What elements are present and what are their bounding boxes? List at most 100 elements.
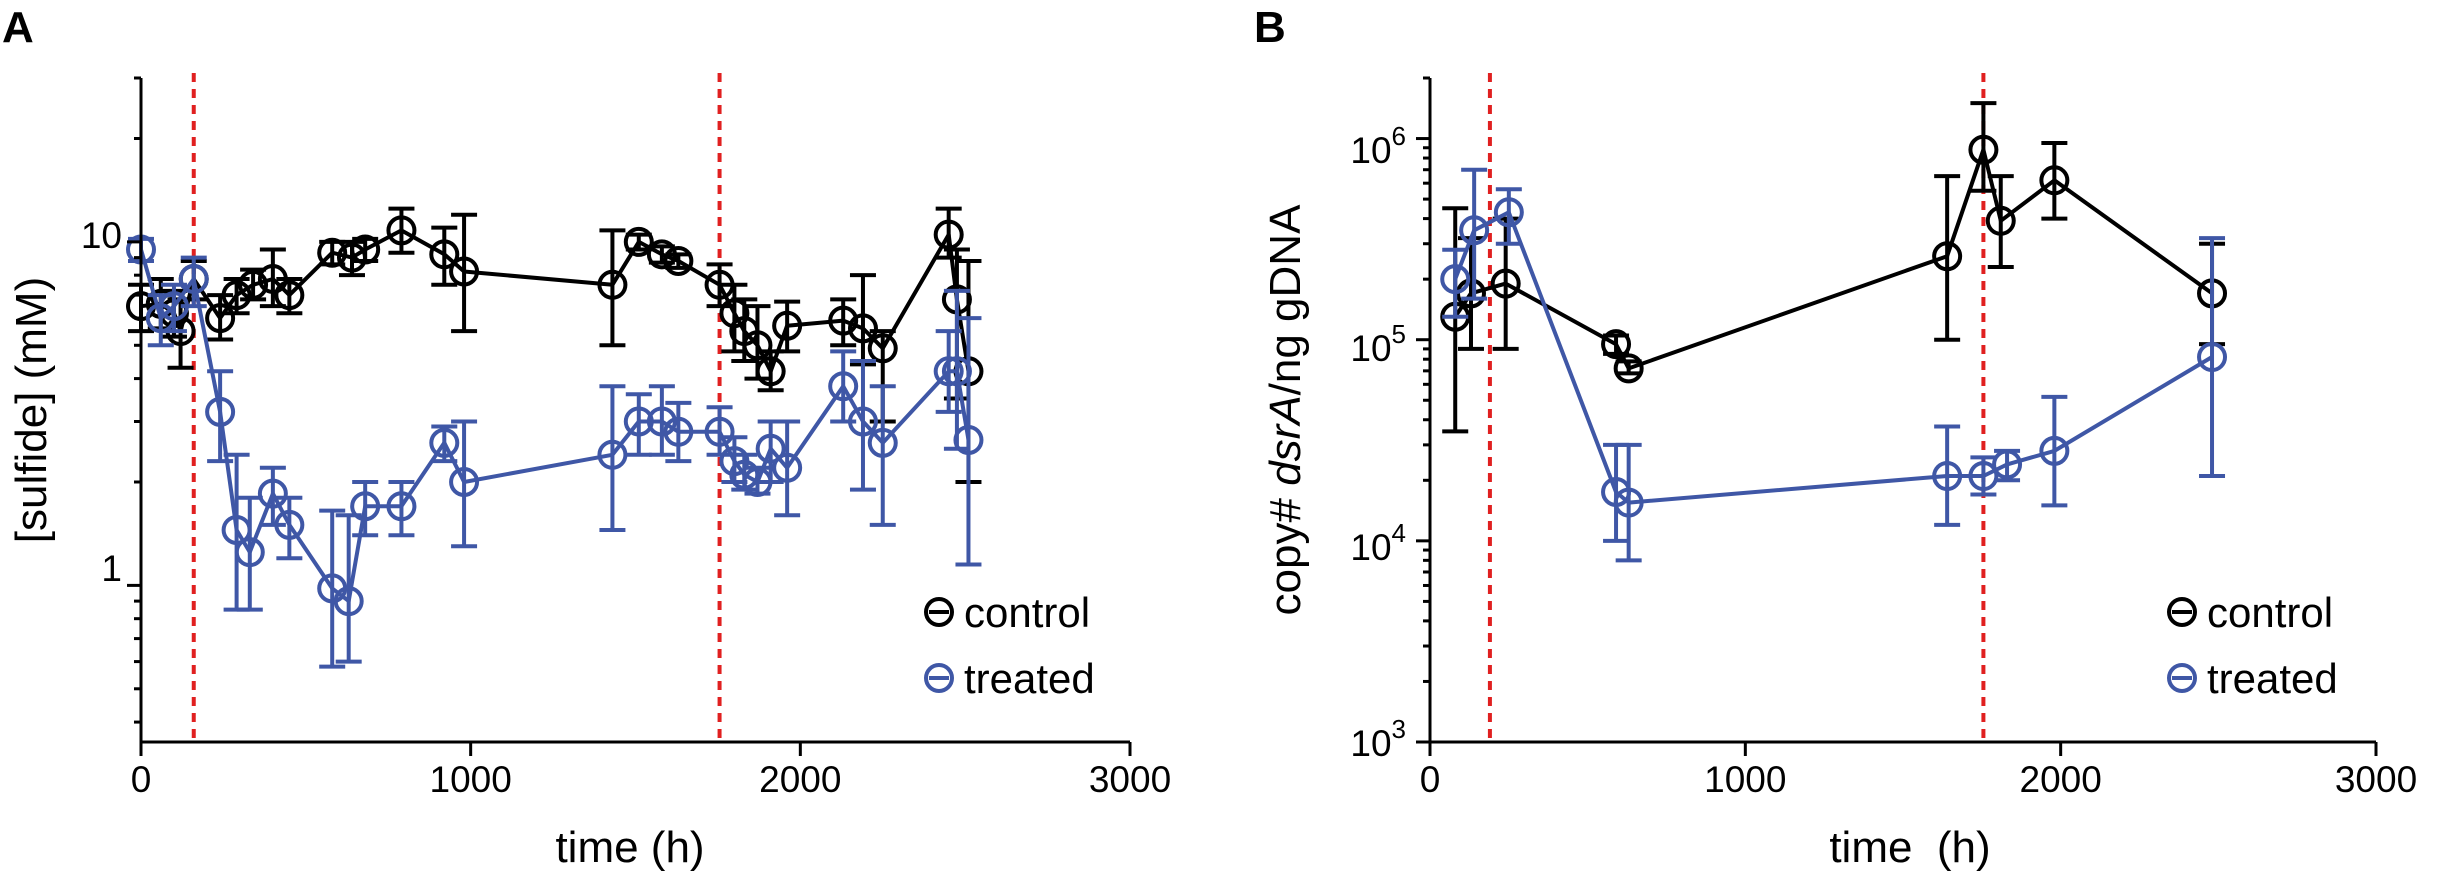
- data-point-treated: [2039, 435, 2070, 466]
- data-point-control: [429, 239, 460, 270]
- legend-control-marker: [2167, 597, 2197, 627]
- data-point-control: [623, 226, 654, 257]
- data-point-treated: [1992, 449, 2023, 480]
- panel-b: B 0 1000 2000 3000 103 104 105 106 time …: [1254, 3, 2417, 872]
- data-point-treated: [704, 416, 735, 447]
- data-point-control: [221, 280, 252, 311]
- data-point-treated: [1459, 215, 1490, 246]
- data-point-control: [1490, 268, 1521, 299]
- data-point-control: [1932, 241, 1963, 272]
- data-point-treated: [867, 427, 898, 458]
- data-point-treated: [350, 491, 381, 522]
- data-point-control: [274, 280, 305, 311]
- series-line-treated: [1453, 210, 2214, 505]
- series-control: [126, 206, 984, 484]
- panel-b-label: B: [1254, 3, 1286, 52]
- data-point-treated: [257, 478, 288, 509]
- data-point-treated: [663, 416, 694, 447]
- legend-treated-label: treated: [2207, 655, 2338, 702]
- data-point-treated: [755, 433, 786, 464]
- data-point-control: [755, 356, 786, 387]
- panel-b-ytick-label: 106: [1350, 121, 1406, 171]
- panel-b-reference-lines: [1487, 73, 1986, 742]
- panel-a-x-axis-title: time (h): [555, 823, 704, 872]
- legend-treated-marker: [2167, 663, 2197, 693]
- panel-a-xtick-label: 3000: [1089, 759, 1171, 800]
- data-point-control: [386, 215, 417, 246]
- data-point-control: [663, 245, 694, 276]
- data-point-treated: [772, 452, 803, 483]
- data-point-treated: [597, 439, 628, 470]
- panel-b-series: [1440, 101, 2228, 563]
- panel-a-xtick-label: 0: [131, 759, 152, 800]
- panel-b-xtick-label: 3000: [2335, 759, 2417, 800]
- data-point-treated: [828, 371, 859, 402]
- panel-a-legend: control treated: [924, 589, 1095, 702]
- data-point-treated: [386, 491, 417, 522]
- data-point-treated: [953, 425, 984, 456]
- data-point-control: [2039, 165, 2070, 196]
- series-control: [1440, 101, 2228, 434]
- data-point-treated: [1440, 264, 1471, 295]
- data-point-control: [1985, 205, 2016, 236]
- data-point-treated: [178, 263, 209, 294]
- data-point-treated: [1932, 461, 1963, 492]
- panel-a-label: A: [2, 3, 34, 52]
- data-point-treated: [429, 427, 460, 458]
- data-point-control: [828, 305, 859, 336]
- panel-a-y-axis-title: [sulfide] (mM): [7, 277, 56, 543]
- panel-b-x-ticks: [1428, 742, 2378, 756]
- data-point-control: [1613, 353, 1644, 384]
- data-point-control: [1968, 134, 1999, 165]
- data-point-treated: [1493, 197, 1524, 228]
- data-point-treated: [646, 406, 677, 437]
- series-line-control: [140, 228, 971, 374]
- legend-control-marker: [924, 597, 954, 627]
- series-treated: [1440, 167, 2228, 563]
- data-point-control: [238, 269, 269, 300]
- data-point-control: [867, 333, 898, 364]
- data-point-control: [449, 256, 480, 287]
- data-point-control: [1601, 329, 1632, 360]
- data-point-treated: [234, 537, 265, 568]
- legend-control-label: control: [2207, 589, 2333, 636]
- legend-control-label: control: [964, 589, 1090, 636]
- legend-treated-marker: [924, 663, 954, 693]
- panel-b-y-axis-title: copy# dsrA/ng gDNA: [1261, 204, 1310, 616]
- panel-a-ytick-label: 10: [81, 215, 122, 256]
- panel-a-ytick-label: 1: [101, 548, 122, 589]
- panel-b-ytick-label: 104: [1350, 518, 1406, 568]
- data-point-control: [597, 269, 628, 300]
- panel-a-xtick-label: 2000: [759, 759, 841, 800]
- panel-b-ytick-label: 103: [1350, 714, 1406, 764]
- panel-b-x-axis-title: time (h): [1829, 823, 1990, 872]
- data-point-treated: [333, 586, 364, 617]
- series-treated: [126, 234, 984, 669]
- series-line-control: [1453, 147, 2214, 371]
- data-point-control: [350, 234, 381, 265]
- data-point-treated: [1968, 461, 1999, 492]
- panel-a: A 0 1000 2000 3000 1 10 time (h) [sulfid…: [2, 3, 1171, 872]
- panel-a-series: [126, 206, 984, 669]
- data-point-treated: [2197, 342, 2228, 373]
- data-point-control: [847, 313, 878, 344]
- data-point-treated: [1613, 487, 1644, 518]
- legend-treated-label: treated: [964, 655, 1095, 702]
- data-point-treated: [205, 396, 236, 427]
- data-point-treated: [847, 406, 878, 437]
- data-point-treated: [449, 466, 480, 497]
- data-point-control: [205, 303, 236, 334]
- panel-b-xtick-label: 0: [1420, 759, 1441, 800]
- panel-a-xtick-label: 1000: [430, 759, 512, 800]
- panel-b-xtick-label: 2000: [2020, 759, 2102, 800]
- panel-b-ytick-label: 105: [1350, 319, 1406, 369]
- panel-a-y-ticks: [127, 76, 141, 724]
- data-point-control: [742, 330, 773, 361]
- data-point-treated: [274, 509, 305, 540]
- data-point-control: [317, 237, 348, 268]
- data-point-treated: [623, 406, 654, 437]
- panel-a-x-ticks: [139, 742, 1132, 756]
- data-point-treated: [933, 356, 964, 387]
- data-point-control: [772, 310, 803, 341]
